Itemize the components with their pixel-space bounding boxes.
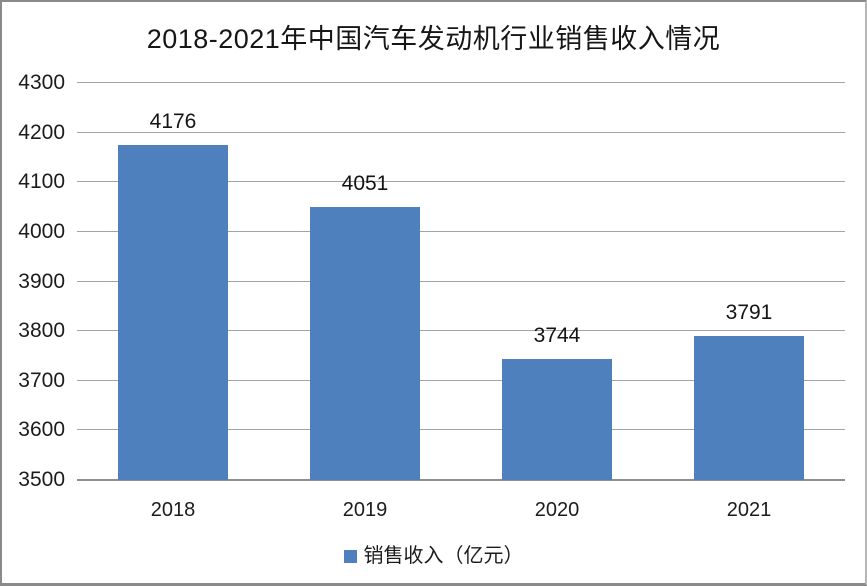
x-axis-tick-label: 2021 (726, 499, 772, 521)
legend: 销售收入（亿元） (2, 545, 865, 567)
gridline (77, 230, 845, 232)
gridline (77, 131, 845, 133)
y-axis-tick-label: 3600 (18, 418, 65, 442)
x-axis-line (77, 479, 845, 481)
bar (694, 335, 804, 480)
legend-marker-icon (343, 549, 357, 563)
y-axis-tick-label: 4100 (18, 170, 65, 194)
gridline (77, 280, 845, 282)
gridline (77, 429, 845, 431)
y-axis-tick-label: 4000 (18, 219, 65, 243)
bar-value-label: 4176 (149, 109, 197, 133)
y-axis-tick-label: 3500 (18, 468, 65, 491)
gridline (77, 379, 845, 381)
bar (118, 144, 228, 480)
y-axis-tick-label: 3700 (18, 368, 65, 392)
bar (310, 206, 420, 480)
y-axis-tick-label: 4300 (18, 71, 65, 94)
bar-value-label: 3744 (533, 323, 581, 347)
gridline (77, 330, 845, 332)
bar-value-label: 4051 (341, 171, 389, 195)
gridline (77, 82, 845, 83)
chart-title: 2018-2021年中国汽车发动机行业销售收入情况 (146, 24, 721, 54)
x-axis-tick-label: 2019 (342, 499, 388, 521)
legend-label: 销售收入（亿元） (363, 545, 524, 567)
gridline (77, 181, 845, 183)
x-axis-tick-label: 2018 (150, 499, 196, 521)
x-axis-tick-label: 2020 (534, 499, 580, 521)
y-axis-tick-label: 3900 (18, 269, 65, 293)
bar-value-label: 3791 (725, 300, 773, 324)
bar (502, 358, 612, 480)
y-axis-tick-label: 4200 (18, 120, 65, 144)
y-axis-tick-label: 3800 (18, 319, 65, 343)
